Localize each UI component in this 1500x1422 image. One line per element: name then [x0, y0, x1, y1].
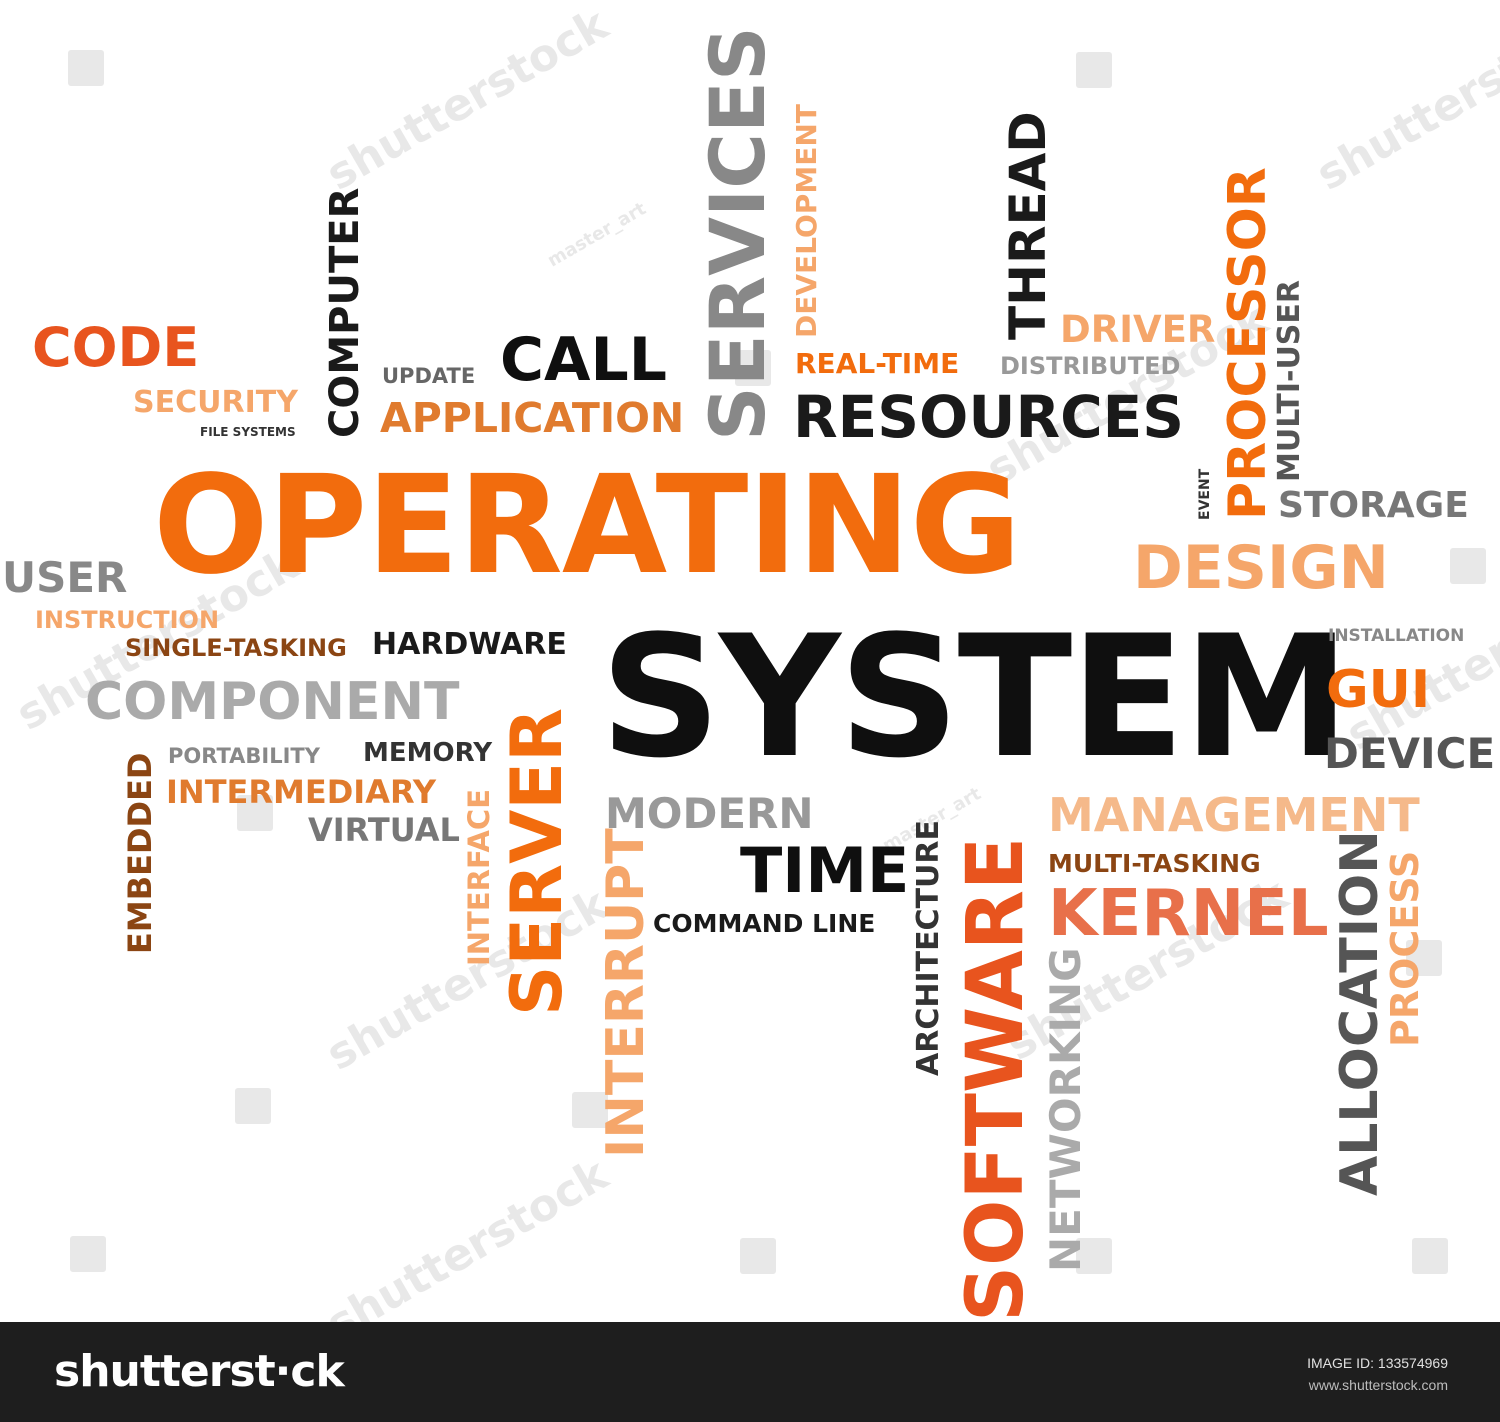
word-installation: INSTALLATION	[1328, 626, 1465, 646]
watermark-square	[1412, 1238, 1448, 1274]
word-security: SECURITY	[133, 385, 298, 420]
word-multi-tasking: MULTI-TASKING	[1048, 849, 1261, 878]
word-kernel: KERNEL	[1048, 877, 1329, 951]
word-architecture: ARCHITECTURE	[911, 820, 946, 1076]
word-system: SYSTEM	[600, 599, 1350, 795]
word-computer: COMPUTER	[322, 187, 368, 438]
word-intermediary: INTERMEDIARY	[166, 773, 437, 811]
word-hardware: HARDWARE	[372, 627, 567, 662]
image-id: IMAGE ID: 133574969	[1307, 1355, 1448, 1371]
watermark-square	[1076, 52, 1112, 88]
word-time: TIME	[740, 834, 910, 907]
word-modern: MODERN	[605, 789, 814, 838]
word-resources: RESOURCES	[793, 383, 1185, 451]
word-process: PROCESS	[1383, 850, 1427, 1047]
word-device: DEVICE	[1324, 729, 1496, 778]
word-single-tasking: SINGLE-TASKING	[125, 634, 347, 662]
word-command-line: COMMAND LINE	[653, 909, 876, 938]
word-interrupt: INTERRUPT	[596, 828, 656, 1158]
word-software: SOFTWARE	[951, 836, 1041, 1322]
watermark-text: shutterstock	[318, 1148, 617, 1322]
word-processor: PROCESSOR	[1218, 167, 1278, 520]
word-cloud: shutterstock shutterstock shutterstock s…	[2, 0, 1500, 1322]
word-component: COMPONENT	[85, 672, 460, 732]
site-url: www.shutterstock.com	[1308, 1377, 1448, 1393]
word-gui: GUI	[1326, 660, 1431, 720]
word-allocation: ALLOCATION	[1330, 830, 1390, 1196]
watermark-square	[1076, 1238, 1112, 1274]
watermark-text: shutterstock	[1308, 0, 1500, 201]
word-application: APPLICATION	[380, 394, 685, 442]
watermark-square	[1450, 548, 1486, 584]
word-server: SERVER	[496, 707, 578, 1016]
word-operating: OPERATING	[153, 447, 1021, 605]
watermark-square	[68, 50, 104, 86]
word-interface: INTERFACE	[462, 788, 496, 966]
watermark-square	[572, 1092, 608, 1128]
watermark-square	[740, 1238, 776, 1274]
word-portability: PORTABILITY	[168, 744, 320, 768]
word-distributed: DISTRIBUTED	[1000, 352, 1181, 380]
word-virtual: VIRTUAL	[308, 811, 460, 849]
word-instruction: INSTRUCTION	[35, 606, 220, 634]
word-multi-user: MULTI-USER	[1272, 279, 1307, 482]
word-user: USER	[2, 553, 128, 602]
word-embedded: EMBEDDED	[121, 752, 159, 955]
watermark-text: master_art	[544, 198, 650, 272]
watermark-square	[235, 1088, 271, 1124]
word-event: EVENT	[1197, 468, 1213, 520]
word-management: MANAGEMENT	[1048, 788, 1420, 842]
word-storage: STORAGE	[1278, 485, 1469, 526]
word-real-time: REAL-TIME	[795, 347, 960, 380]
watermark-text: shutterstock	[318, 0, 617, 201]
word-update: UPDATE	[382, 364, 476, 388]
shutterstock-logo: shutterst∙ck	[54, 1346, 345, 1397]
watermark-square	[1406, 940, 1442, 976]
word-driver: DRIVER	[1060, 308, 1216, 351]
word-thread: THREAD	[999, 111, 1057, 340]
word-design: DESIGN	[1133, 533, 1389, 603]
word-services: SERVICES	[693, 26, 782, 441]
word-code: CODE	[32, 316, 200, 379]
watermark-square	[70, 1236, 106, 1272]
footer-bar: shutterst∙ck IMAGE ID: 133574969 www.shu…	[0, 1322, 1500, 1422]
word-networking: NETWORKING	[1041, 947, 1090, 1272]
word-memory: MEMORY	[363, 738, 493, 768]
word-call: CALL	[500, 325, 667, 395]
watermark-square	[237, 795, 273, 831]
watermark-square	[735, 350, 771, 386]
word-development: DEVELOPMENT	[790, 104, 823, 338]
word-file-systems: FILE SYSTEMS	[200, 425, 296, 439]
